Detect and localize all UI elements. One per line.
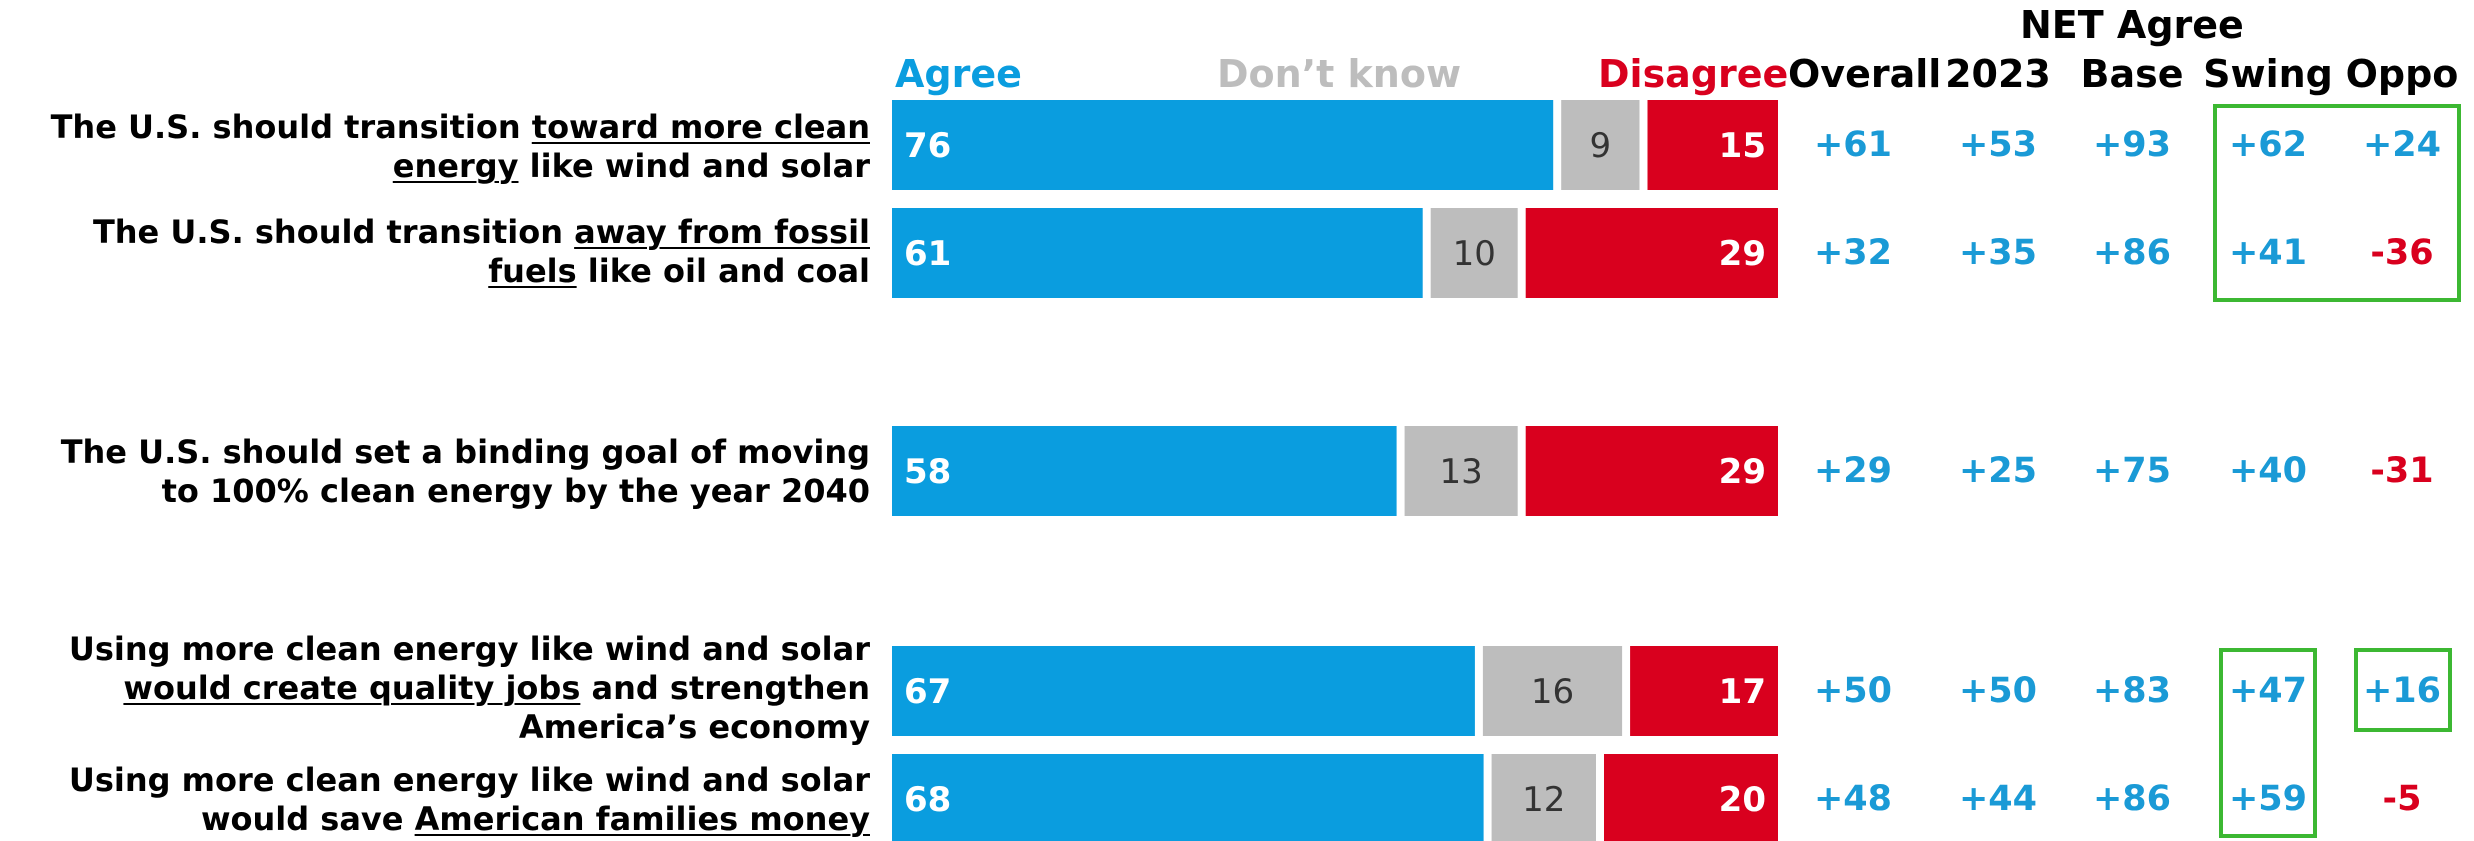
data-label-disagree: 15 (1719, 126, 1766, 166)
data-label-dont-know: 16 (1531, 672, 1574, 712)
data-label-dont-know: 13 (1440, 452, 1483, 492)
net-value-swing: +41 (2228, 233, 2308, 273)
data-label-agree: 58 (904, 452, 951, 492)
statement-label: Using more clean energy like wind and so… (68, 630, 870, 746)
data-label-disagree: 17 (1719, 672, 1766, 712)
net-value-2023: +44 (1958, 779, 2038, 819)
net-value-base: +75 (2092, 451, 2172, 491)
data-label-agree: 76 (904, 126, 951, 166)
column-header-overall: Overall (1788, 52, 1942, 96)
net-value-overall: +29 (1813, 451, 1893, 491)
bar-disagree (1525, 208, 1778, 298)
data-label-dont-know: 10 (1453, 234, 1496, 274)
net-value-base: +86 (2092, 233, 2172, 273)
net-value-swing: +47 (2228, 671, 2308, 711)
net-value-2023: +35 (1958, 233, 2038, 273)
statement-label: The U.S. should set a binding goal of mo… (60, 433, 870, 510)
net-value-oppo: -36 (2370, 233, 2434, 273)
data-label-disagree: 29 (1719, 452, 1766, 492)
highlight-box-oppo (2354, 648, 2452, 732)
bar-dont-know (1561, 100, 1640, 190)
net-value-swing: +59 (2228, 779, 2308, 819)
net-value-swing: +62 (2228, 125, 2308, 165)
net-value-overall: +61 (1813, 125, 1893, 165)
bar-dont-know (1491, 754, 1596, 841)
data-label-agree: 68 (904, 780, 951, 820)
net-value-overall: +48 (1813, 779, 1893, 819)
bar-disagree (1630, 646, 1778, 736)
bar-dont-know (1430, 208, 1518, 298)
bar-agree (892, 426, 1397, 516)
statement-label: The U.S. should transition toward more c… (50, 108, 870, 185)
bar-disagree (1604, 754, 1778, 841)
statement-label: The U.S. should transition away from fos… (92, 213, 870, 290)
column-header-base: Base (2080, 52, 2184, 96)
column-header-swing: Swing (2203, 52, 2333, 96)
bar-agree (892, 100, 1554, 190)
net-agree-header: NET Agree (2020, 3, 2244, 47)
bar-disagree (1525, 426, 1778, 516)
legend-disagree: Disagree (1598, 52, 1789, 96)
net-value-base: +83 (2092, 671, 2172, 711)
statement-label: Using more clean energy like wind and so… (68, 761, 870, 838)
bar-disagree (1647, 100, 1778, 190)
net-value-base: +86 (2092, 779, 2172, 819)
net-value-oppo: +16 (2362, 671, 2442, 711)
net-value-overall: +50 (1813, 671, 1893, 711)
net-value-oppo: +24 (2362, 125, 2442, 165)
data-label-agree: 67 (904, 672, 951, 712)
bar-dont-know (1404, 426, 1518, 516)
net-value-oppo: -5 (2382, 779, 2422, 819)
net-value-base: +93 (2092, 125, 2172, 165)
data-label-dont-know: 12 (1522, 780, 1565, 820)
net-value-swing: +40 (2228, 451, 2308, 491)
highlight-box-swing (2219, 648, 2317, 838)
net-value-2023: +53 (1958, 125, 2038, 165)
data-label-agree: 61 (904, 234, 951, 274)
bar-dont-know (1482, 646, 1623, 736)
bar-agree (892, 754, 1484, 841)
legend-agree: Agree (895, 52, 1022, 96)
column-header-oppo: Oppo (2345, 52, 2459, 96)
column-header-2023: 2023 (1945, 52, 2051, 96)
bar-agree (892, 646, 1475, 736)
bar-agree (892, 208, 1423, 298)
data-label-disagree: 29 (1719, 234, 1766, 274)
highlight-box-swing-oppo (2213, 104, 2461, 302)
net-value-overall: +32 (1813, 233, 1893, 273)
data-label-dont-know: 9 (1590, 126, 1612, 166)
net-value-2023: +25 (1958, 451, 2038, 491)
net-value-2023: +50 (1958, 671, 2038, 711)
net-value-oppo: -31 (2370, 451, 2434, 491)
data-label-disagree: 20 (1719, 780, 1766, 820)
legend-dont-know: Don’t know (1217, 52, 1462, 96)
